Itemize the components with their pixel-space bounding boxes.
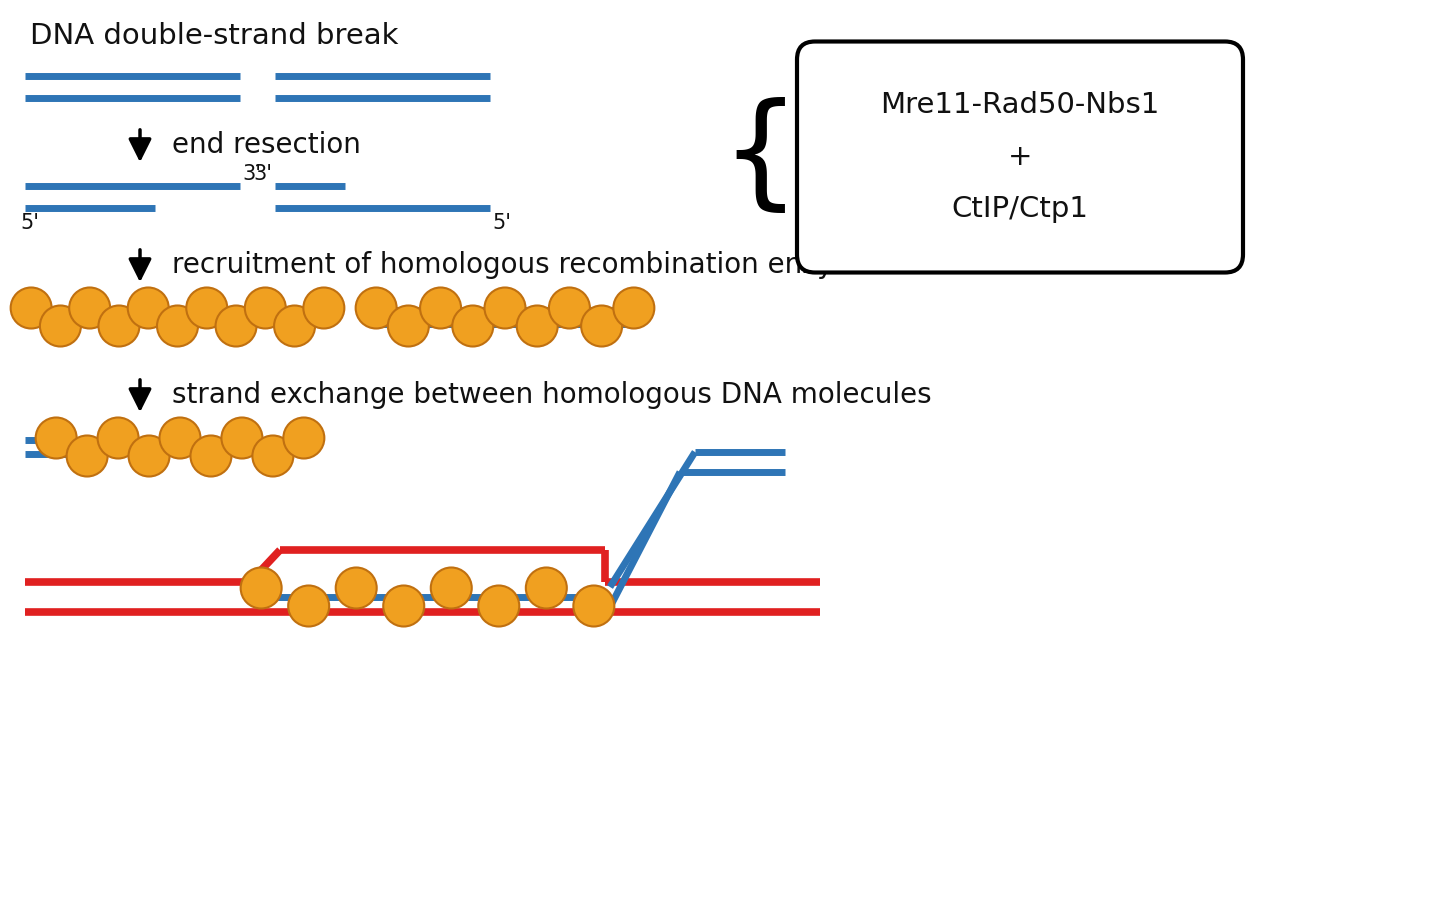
FancyBboxPatch shape	[796, 41, 1243, 273]
Text: +: +	[1008, 143, 1032, 171]
Circle shape	[190, 436, 232, 476]
Circle shape	[387, 306, 429, 346]
Circle shape	[66, 436, 108, 476]
Circle shape	[613, 288, 654, 328]
Circle shape	[284, 417, 324, 458]
Circle shape	[98, 417, 138, 458]
Circle shape	[356, 288, 396, 328]
Circle shape	[336, 568, 377, 608]
Circle shape	[549, 288, 590, 328]
Circle shape	[69, 288, 111, 328]
Circle shape	[216, 306, 256, 346]
Circle shape	[10, 288, 52, 328]
Circle shape	[431, 568, 472, 608]
Circle shape	[478, 586, 520, 626]
Text: end resection: end resection	[171, 131, 361, 159]
Circle shape	[288, 586, 330, 626]
Circle shape	[157, 306, 199, 346]
Circle shape	[222, 417, 262, 458]
Circle shape	[186, 288, 228, 328]
Text: Mre11-Rad50-Nbs1: Mre11-Rad50-Nbs1	[880, 91, 1159, 119]
Circle shape	[573, 586, 615, 626]
Text: strand exchange between homologous DNA molecules: strand exchange between homologous DNA m…	[171, 381, 932, 409]
Circle shape	[274, 306, 315, 346]
Circle shape	[245, 288, 285, 328]
Text: 5': 5'	[20, 213, 39, 233]
Text: DNA double-strand break: DNA double-strand break	[30, 22, 399, 50]
Circle shape	[128, 288, 168, 328]
Circle shape	[128, 436, 170, 476]
Circle shape	[40, 306, 81, 346]
Text: recruitment of homologous recombination enzymes: recruitment of homologous recombination …	[171, 251, 891, 279]
Text: 3': 3'	[242, 164, 261, 184]
Circle shape	[36, 417, 76, 458]
Circle shape	[98, 306, 140, 346]
Circle shape	[252, 436, 294, 476]
Circle shape	[160, 417, 200, 458]
Circle shape	[517, 306, 557, 346]
Text: {: {	[720, 97, 799, 217]
Text: CtIP/Ctp1: CtIP/Ctp1	[952, 195, 1089, 223]
Circle shape	[304, 288, 344, 328]
Circle shape	[526, 568, 567, 608]
Circle shape	[420, 288, 461, 328]
Circle shape	[240, 568, 282, 608]
Circle shape	[383, 586, 425, 626]
Text: 5': 5'	[492, 213, 511, 233]
Circle shape	[452, 306, 494, 346]
Circle shape	[582, 306, 622, 346]
Circle shape	[484, 288, 526, 328]
Text: 3': 3'	[253, 164, 272, 184]
